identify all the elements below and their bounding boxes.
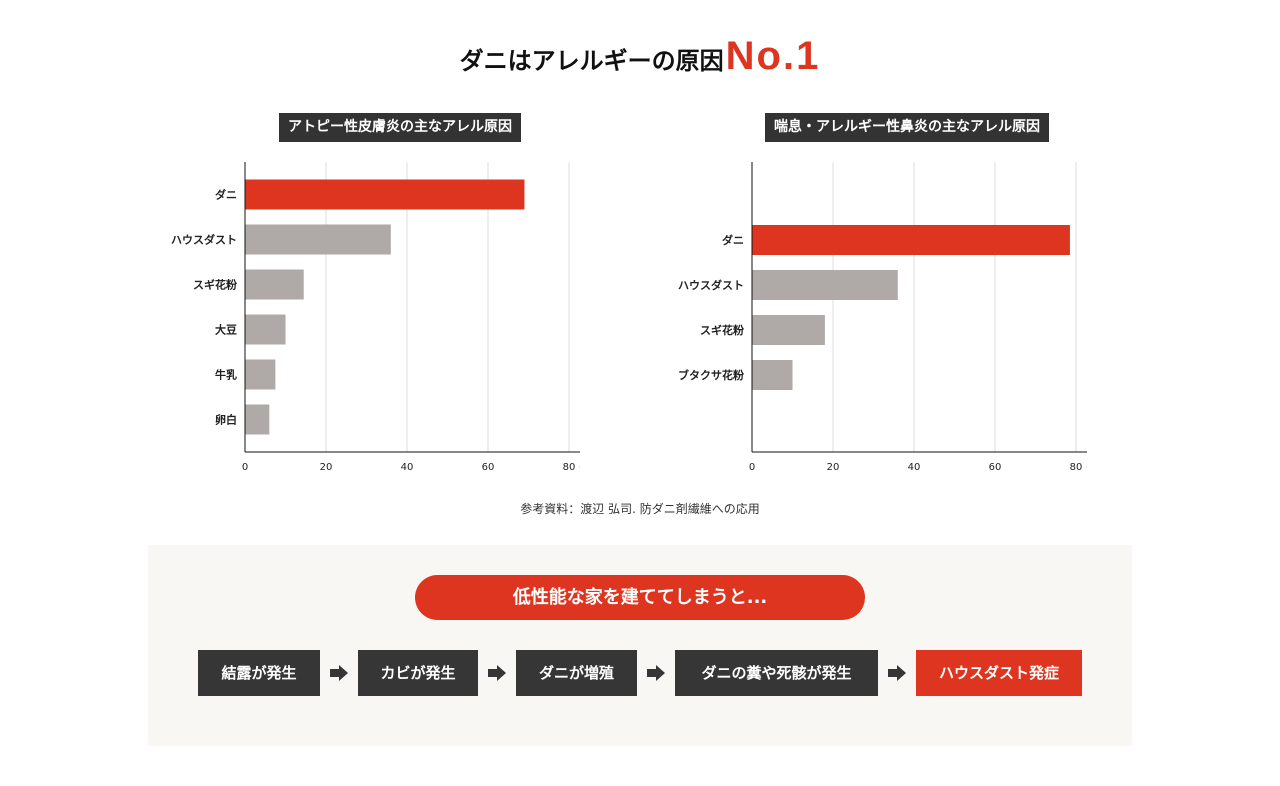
category-label: ハウスダスト — [678, 278, 744, 292]
flow-step: ダニの糞や死骸が発生 — [675, 650, 878, 696]
x-tick-label: 80 — [563, 462, 576, 473]
category-label: 大豆 — [215, 323, 237, 337]
bar — [752, 225, 1070, 255]
x-tick-label: 40 — [401, 462, 414, 473]
flow-step-final: ハウスダスト発症 — [916, 650, 1082, 696]
title-text: ダニはアレルギーの原因 — [459, 47, 724, 75]
bar — [752, 315, 825, 345]
chart-title-atopy: アトピー性皮膚炎の主なアレル原因 — [279, 113, 521, 142]
flow-steps: 結露が発生 カビが発生 ダニが増殖 ダニの糞や死骸が発生 ハウスダスト発症 — [198, 650, 1082, 696]
bar — [752, 270, 898, 300]
source-note: 参考資料：渡辺 弘司. 防ダニ剤繊維への応用 — [520, 502, 760, 516]
category-label: ダニ — [215, 188, 237, 202]
x-unit-label: (%) — [1086, 462, 1087, 473]
category-label: ハウスダスト — [171, 233, 237, 247]
flow-step: 結露が発生 — [198, 650, 320, 696]
x-tick-label: 80 — [1070, 462, 1083, 473]
bar — [245, 224, 391, 255]
arrow-right-icon — [478, 665, 516, 681]
x-tick-label: 40 — [908, 462, 921, 473]
x-tick-label: 20 — [320, 462, 333, 473]
category-label: ブタクサ花粉 — [678, 368, 744, 382]
title-highlight: No.1 — [725, 34, 821, 78]
category-label: ダニ — [722, 233, 744, 247]
category-label: スギ花粉 — [700, 323, 744, 337]
flow-heading: 低性能な家を建ててしまうと... — [415, 575, 865, 620]
page-title: ダニはアレルギーの原因No.1 — [0, 34, 1280, 79]
x-unit-label: (%) — [579, 462, 580, 473]
x-tick-label: 20 — [827, 462, 840, 473]
x-tick-label: 60 — [482, 462, 495, 473]
bar — [245, 269, 304, 300]
arrow-right-icon — [637, 665, 675, 681]
flow-step: ダニが増殖 — [516, 650, 637, 696]
bar — [752, 360, 793, 390]
x-tick-label: 0 — [242, 462, 248, 473]
flow-panel: 低性能な家を建ててしまうと... 結露が発生 カビが発生 ダニが増殖 ダニの糞や… — [148, 545, 1132, 746]
category-label: スギ花粉 — [193, 278, 237, 292]
category-label: 卵白 — [215, 413, 237, 427]
bar — [245, 359, 276, 390]
x-tick-label: 60 — [989, 462, 1002, 473]
bar — [245, 179, 525, 210]
category-label: 牛乳 — [215, 368, 237, 382]
x-tick-label: 0 — [749, 462, 755, 473]
bar — [245, 404, 270, 435]
arrow-right-icon — [878, 665, 916, 681]
chart-title-asthma: 喘息・アレルギー性鼻炎の主なアレル原因 — [765, 113, 1049, 142]
flow-step: カビが発生 — [358, 650, 478, 696]
arrow-right-icon — [320, 665, 358, 681]
bar — [245, 314, 286, 345]
